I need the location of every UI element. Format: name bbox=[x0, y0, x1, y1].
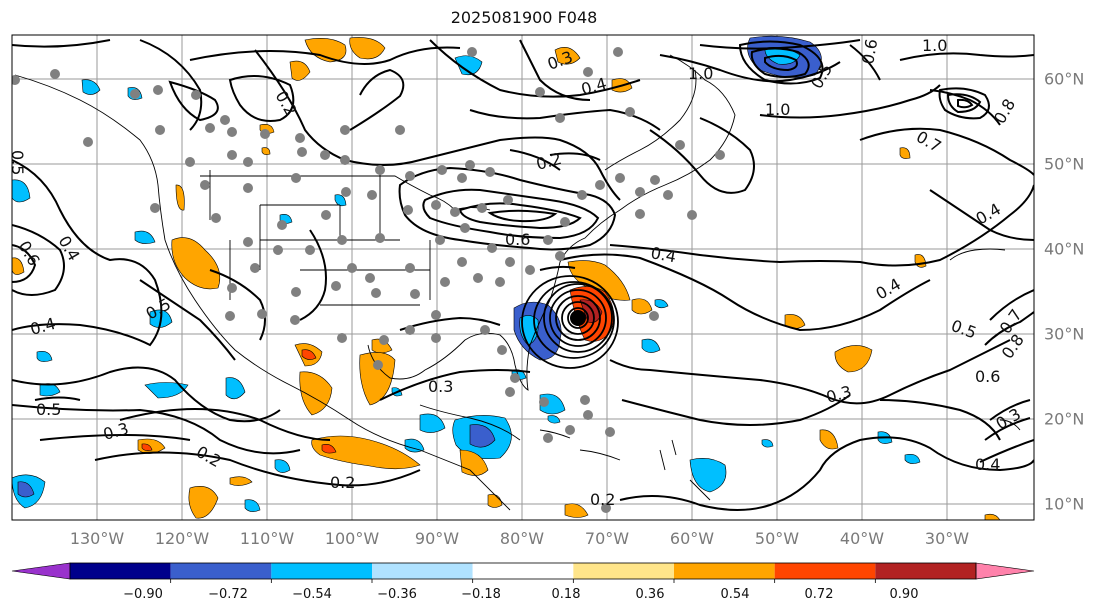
colorbar-tick: 0.18 bbox=[551, 587, 581, 602]
contour-label: 0.6 bbox=[975, 367, 1000, 386]
colorbar-tick: 0.36 bbox=[635, 587, 665, 602]
lon-label: 50°W bbox=[754, 529, 800, 548]
map-panel: 1.0 1.0 1.0 0.8 0.8 0.7 0.7 0.6 0.6 0.6 … bbox=[8, 35, 1034, 520]
lat-label: 50°N bbox=[1044, 154, 1085, 174]
contour-label: 0.6 bbox=[858, 37, 881, 65]
map-frame bbox=[11, 34, 1035, 521]
lon-label: 80°W bbox=[499, 529, 545, 548]
colorbar-segment bbox=[774, 563, 876, 579]
colorbar-tick: −0.18 bbox=[461, 587, 501, 602]
colorbar-segment bbox=[674, 563, 775, 579]
hurricane-center bbox=[570, 310, 586, 326]
colorbar-tick: −0.54 bbox=[292, 587, 332, 602]
colorbar-segment bbox=[372, 563, 473, 579]
lon-label: 100°W bbox=[324, 529, 380, 548]
colorbar-segment bbox=[271, 563, 372, 579]
contour-label: 1.0 bbox=[688, 64, 713, 83]
contour-lines bbox=[12, 39, 1034, 511]
lat-label: 60°N bbox=[1044, 69, 1085, 89]
colorbar-extend-high bbox=[975, 562, 1035, 580]
station-dots bbox=[12, 47, 725, 513]
contour-label: 1.0 bbox=[922, 36, 947, 55]
colorbar-segment bbox=[875, 563, 976, 579]
colorbar-segment bbox=[472, 563, 574, 579]
colorbar-tick: 0.72 bbox=[804, 587, 834, 602]
lon-label: 110°W bbox=[239, 529, 295, 548]
contour-label: 0.4 bbox=[649, 243, 677, 266]
contour-label: 0.2 bbox=[330, 473, 355, 492]
contour-label: 0.5 bbox=[8, 150, 27, 175]
lat-label: 40°N bbox=[1044, 239, 1085, 259]
lon-label: 90°W bbox=[414, 529, 460, 548]
figure-title: 2025081900 F048 bbox=[450, 8, 598, 27]
contour-label: 0.5 bbox=[36, 400, 61, 419]
colorbar-tick: −0.72 bbox=[208, 587, 248, 602]
colorbar-tick: 0.90 bbox=[889, 587, 919, 602]
contour-label: 0.2 bbox=[590, 490, 615, 509]
lon-label: 70°W bbox=[584, 529, 630, 548]
colorbar-tick: −0.36 bbox=[377, 587, 417, 602]
lon-label: 130°W bbox=[69, 529, 125, 548]
lon-label: 120°W bbox=[154, 529, 210, 548]
colorbar-frame bbox=[69, 562, 977, 580]
colorbar-extend-low bbox=[11, 562, 71, 580]
colorbar-segment bbox=[170, 563, 272, 579]
colorbar-tick: −0.90 bbox=[123, 587, 163, 602]
contour-label: 1.0 bbox=[765, 100, 790, 119]
colorbar bbox=[11, 562, 1035, 583]
lat-label: 20°N bbox=[1044, 409, 1085, 429]
lon-label: 40°W bbox=[839, 529, 885, 548]
lat-label: 30°N bbox=[1044, 324, 1085, 344]
colorbar-segment bbox=[70, 563, 171, 579]
contour-label: 0.6 bbox=[505, 230, 530, 249]
lon-label: 30°W bbox=[924, 529, 970, 548]
colorbar-tick: 0.54 bbox=[720, 587, 750, 602]
lon-label: 60°W bbox=[669, 529, 715, 548]
colorbar-segment bbox=[573, 563, 674, 579]
hurricane-contours bbox=[521, 275, 619, 369]
lat-label: 10°N bbox=[1044, 494, 1085, 514]
contour-label: 0.4 bbox=[975, 455, 1000, 474]
contour-label: 0.3 bbox=[428, 377, 453, 396]
